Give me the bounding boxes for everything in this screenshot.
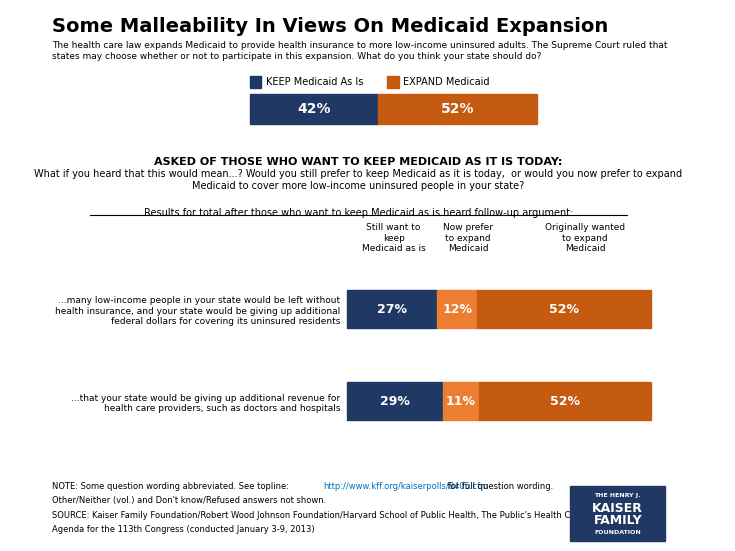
Text: THE HENRY J.: THE HENRY J.: [595, 493, 641, 499]
Text: Still want to
keep
Medicaid as is: Still want to keep Medicaid as is: [362, 223, 426, 253]
Text: KAISER: KAISER: [592, 501, 643, 515]
Text: SOURCE: Kaiser Family Foundation/Robert Wood Johnson Foundation/Harvard School o: SOURCE: Kaiser Family Foundation/Robert …: [52, 511, 584, 520]
Text: Results for total after those who want to keep Medicaid as is heard follow-up ar: Results for total after those who want t…: [144, 208, 573, 218]
Text: 52%: 52%: [550, 395, 580, 408]
Text: 52%: 52%: [441, 102, 475, 116]
Text: http://www.kff.org/kaiserpolls/8405.cfm: http://www.kff.org/kaiserpolls/8405.cfm: [323, 482, 489, 491]
Bar: [347, 290, 437, 328]
Bar: [379, 94, 537, 124]
Bar: [387, 76, 398, 88]
Bar: [347, 382, 442, 420]
Bar: [479, 382, 651, 420]
Text: FOUNDATION: FOUNDATION: [595, 530, 641, 535]
Text: ...many low-income people in your state would be left without
health insurance, : ...many low-income people in your state …: [55, 296, 340, 326]
Bar: [250, 76, 262, 88]
Text: for full question wording.: for full question wording.: [445, 482, 553, 491]
Text: Originally wanted
to expand
Medicaid: Originally wanted to expand Medicaid: [545, 223, 625, 253]
Text: 42%: 42%: [298, 102, 331, 116]
Text: ...that your state would be giving up additional revenue for
health care provide: ...that your state would be giving up ad…: [71, 393, 340, 413]
Bar: [442, 382, 479, 420]
Text: 29%: 29%: [380, 395, 410, 408]
Text: 27%: 27%: [377, 302, 407, 316]
Text: Agenda for the 113th Congress (conducted January 3-9, 2013): Agenda for the 113th Congress (conducted…: [52, 525, 315, 534]
Text: 52%: 52%: [549, 302, 579, 316]
Bar: [570, 486, 665, 541]
Text: KEEP Medicaid As Is: KEEP Medicaid As Is: [266, 77, 363, 87]
Text: ASKED OF THOSE WHO WANT TO KEEP MEDICAID AS IT IS TODAY:: ASKED OF THOSE WHO WANT TO KEEP MEDICAID…: [154, 157, 563, 167]
Text: Other/Neither (vol.) and Don't know/Refused answers not shown.: Other/Neither (vol.) and Don't know/Refu…: [52, 496, 326, 505]
Text: 12%: 12%: [442, 302, 472, 316]
Bar: [437, 290, 477, 328]
Text: Now prefer
to expand
Medicaid: Now prefer to expand Medicaid: [443, 223, 493, 253]
Text: FAMILY: FAMILY: [593, 514, 642, 527]
Text: NOTE: Some question wording abbreviated. See topline:: NOTE: Some question wording abbreviated.…: [52, 482, 292, 491]
Text: What if you heard that this would mean...? Would you still prefer to keep Medica: What if you heard that this would mean..…: [35, 169, 683, 191]
Text: EXPAND Medicaid: EXPAND Medicaid: [404, 77, 490, 87]
Text: The health care law expands Medicaid to provide health insurance to more low-inc: The health care law expands Medicaid to …: [52, 41, 667, 61]
Bar: [477, 290, 651, 328]
Text: Some Malleability In Views On Medicaid Expansion: Some Malleability In Views On Medicaid E…: [52, 17, 609, 35]
Bar: [250, 94, 379, 124]
Text: 11%: 11%: [446, 395, 476, 408]
